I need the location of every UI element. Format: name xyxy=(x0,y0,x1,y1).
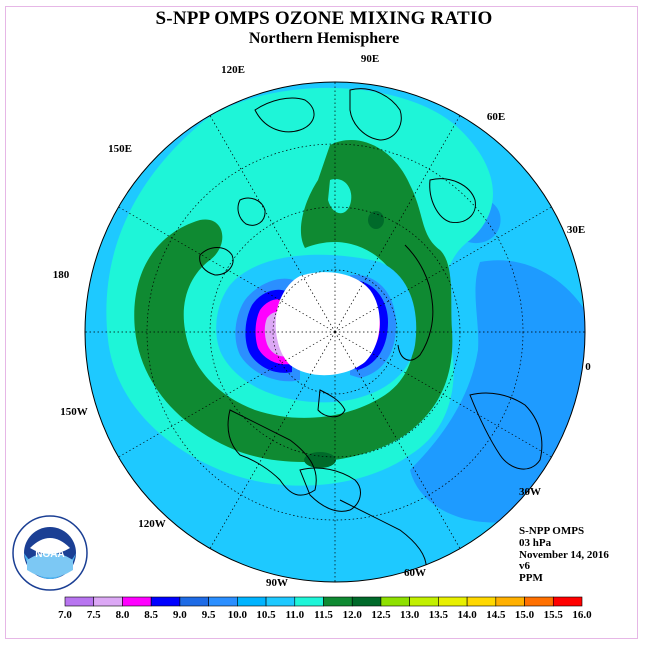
info-date: November 14, 2016 xyxy=(519,548,609,561)
colorbar-tick-label: 14.5 xyxy=(486,609,506,621)
info-units: PPM xyxy=(519,572,543,585)
colorbar-tick-label: 15.0 xyxy=(515,609,535,621)
polar-cap xyxy=(275,272,380,376)
colorbar-tick-label: 9.0 xyxy=(173,609,187,621)
colorbar-box xyxy=(150,596,181,607)
meridian-120e xyxy=(209,115,336,333)
lon-label-150w: 150W xyxy=(60,406,88,418)
colorbar-box xyxy=(93,596,123,607)
info-level: 03 hPa xyxy=(519,536,552,549)
lon-label-90w: 90W xyxy=(266,577,288,589)
lon-label-30w: 30W xyxy=(519,486,541,498)
colorbar-box xyxy=(122,596,152,607)
coast-india xyxy=(349,88,402,141)
lon-label-0: 0 xyxy=(585,361,591,373)
info-instrument: S-NPP OMPS xyxy=(519,525,585,537)
figure-frame xyxy=(5,6,638,639)
info-version: v6 xyxy=(519,560,530,573)
info-block: S-NPP OMPS 03 hPa November 14, 2016 v6 P… xyxy=(519,525,609,585)
colorbar-box xyxy=(64,596,95,607)
colorbar-tick-label: 7.0 xyxy=(58,609,72,621)
colorbar-tick-label: 13.5 xyxy=(429,609,449,621)
colorbar-box xyxy=(265,596,296,607)
colorbar-box xyxy=(208,596,238,607)
lon-label-180: 180 xyxy=(53,269,70,281)
colorbar-tick-label: 8.0 xyxy=(116,609,130,621)
lon-label-150e: 150E xyxy=(108,143,132,155)
colorbar-box xyxy=(294,596,324,607)
lon-label-90e: 90E xyxy=(361,53,379,65)
contour-hole xyxy=(328,179,352,214)
contour-11-5 xyxy=(368,211,384,229)
colorbar-box xyxy=(179,596,209,607)
lon-label-120e: 120E xyxy=(221,64,245,76)
coast-kamchatka xyxy=(237,197,266,226)
meridian-150w xyxy=(118,331,336,458)
graticule xyxy=(85,82,585,582)
meridian-30e xyxy=(334,206,552,333)
map-boundary xyxy=(84,81,586,583)
colorbar-box xyxy=(552,596,583,607)
lon-label-120w: 120W xyxy=(138,518,166,530)
colorbar-tick-label: 13.0 xyxy=(400,609,420,621)
colorbar-box xyxy=(237,596,267,607)
colorbar-tick-label: 10.0 xyxy=(228,609,248,621)
colorbar-box xyxy=(495,596,525,607)
colorbar-box xyxy=(380,596,410,607)
meridian-60w xyxy=(334,331,461,549)
map-subtitle: Northern Hemisphere xyxy=(248,30,400,47)
colorbar-tick-label: 12.0 xyxy=(343,609,363,621)
coast-africa xyxy=(469,392,543,470)
colorbar-tick-label: 11.0 xyxy=(285,609,304,621)
coastlines xyxy=(199,88,543,576)
colorbar-tick-label: 10.5 xyxy=(256,609,276,621)
colorbar-tick-label: 9.5 xyxy=(202,609,216,621)
colorbar-box xyxy=(438,596,468,607)
colorbar-tick-label: 12.5 xyxy=(371,609,391,621)
colorbar-tick-label: 7.5 xyxy=(87,609,101,621)
map-title: S-NPP OMPS OZONE MIXING RATIO xyxy=(155,8,493,29)
lat-circle-60 xyxy=(272,269,398,395)
coast-greenland xyxy=(317,389,346,418)
colorbar-box xyxy=(323,596,353,607)
meridian-150e xyxy=(118,206,336,333)
meridian-120w xyxy=(209,331,336,549)
colorbar-tick-label: 16.0 xyxy=(572,609,592,621)
lon-label-60w: 60W xyxy=(404,567,426,579)
ozone-field xyxy=(85,82,585,582)
coast-china xyxy=(254,97,315,133)
colorbar-tick-label: 8.5 xyxy=(144,609,158,621)
colorbar-box xyxy=(409,596,439,607)
colorbar-box xyxy=(351,596,382,607)
coast-middle-east xyxy=(429,178,476,224)
lon-label-30e: 30E xyxy=(567,224,585,236)
coast-alaska xyxy=(199,247,234,276)
lon-label-60e: 60E xyxy=(487,111,505,123)
coast-scandinavia xyxy=(397,244,434,361)
meridian-30w xyxy=(334,331,552,458)
colorbar-box xyxy=(524,596,554,607)
colorbar-tick-label: 14.0 xyxy=(457,609,477,621)
colorbar-tick-label: 11.5 xyxy=(314,609,333,621)
coast-central-america xyxy=(339,499,427,576)
colorbar-box xyxy=(466,596,497,607)
colorbar-tick-label: 15.5 xyxy=(544,609,564,621)
coast-north-america xyxy=(227,409,317,496)
coast-east-us xyxy=(299,467,361,512)
meridian-60e xyxy=(334,115,461,333)
